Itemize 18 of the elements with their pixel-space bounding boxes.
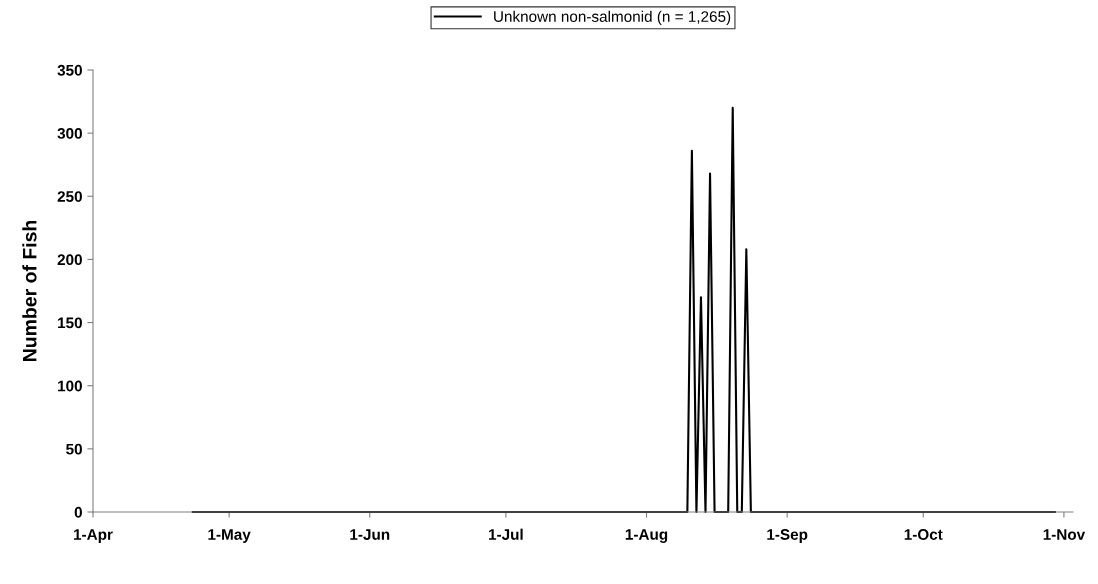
y-tick-label: 150 [58, 317, 82, 329]
x-tick-label: 1-Jun [350, 529, 390, 540]
y-tick-label: 300 [57, 128, 82, 139]
y-tick-label: 0 [74, 506, 82, 518]
y-tick-label: 200 [57, 254, 82, 266]
x-tick-label: 1-May [208, 529, 251, 543]
y-axis-title: Number of Fish [22, 220, 37, 361]
x-tick-label: 1-Nov [1043, 529, 1086, 540]
y-tick-label: 100 [58, 380, 82, 392]
x-tick-label: 1-Apr [74, 529, 113, 543]
x-tick-label: 1-Sep [767, 529, 808, 543]
y-tick-label: 350 [57, 64, 82, 76]
x-tick-label: 1-Jul [489, 528, 523, 540]
x-tick-label: 1-Aug [625, 529, 668, 543]
legend-label: Unknown non-salmonid (n = 1,265) [494, 10, 731, 25]
x-tick-label: 1-Oct [904, 529, 943, 540]
y-tick-label: 50 [66, 443, 82, 455]
y-tick-label: 250 [57, 191, 82, 202]
